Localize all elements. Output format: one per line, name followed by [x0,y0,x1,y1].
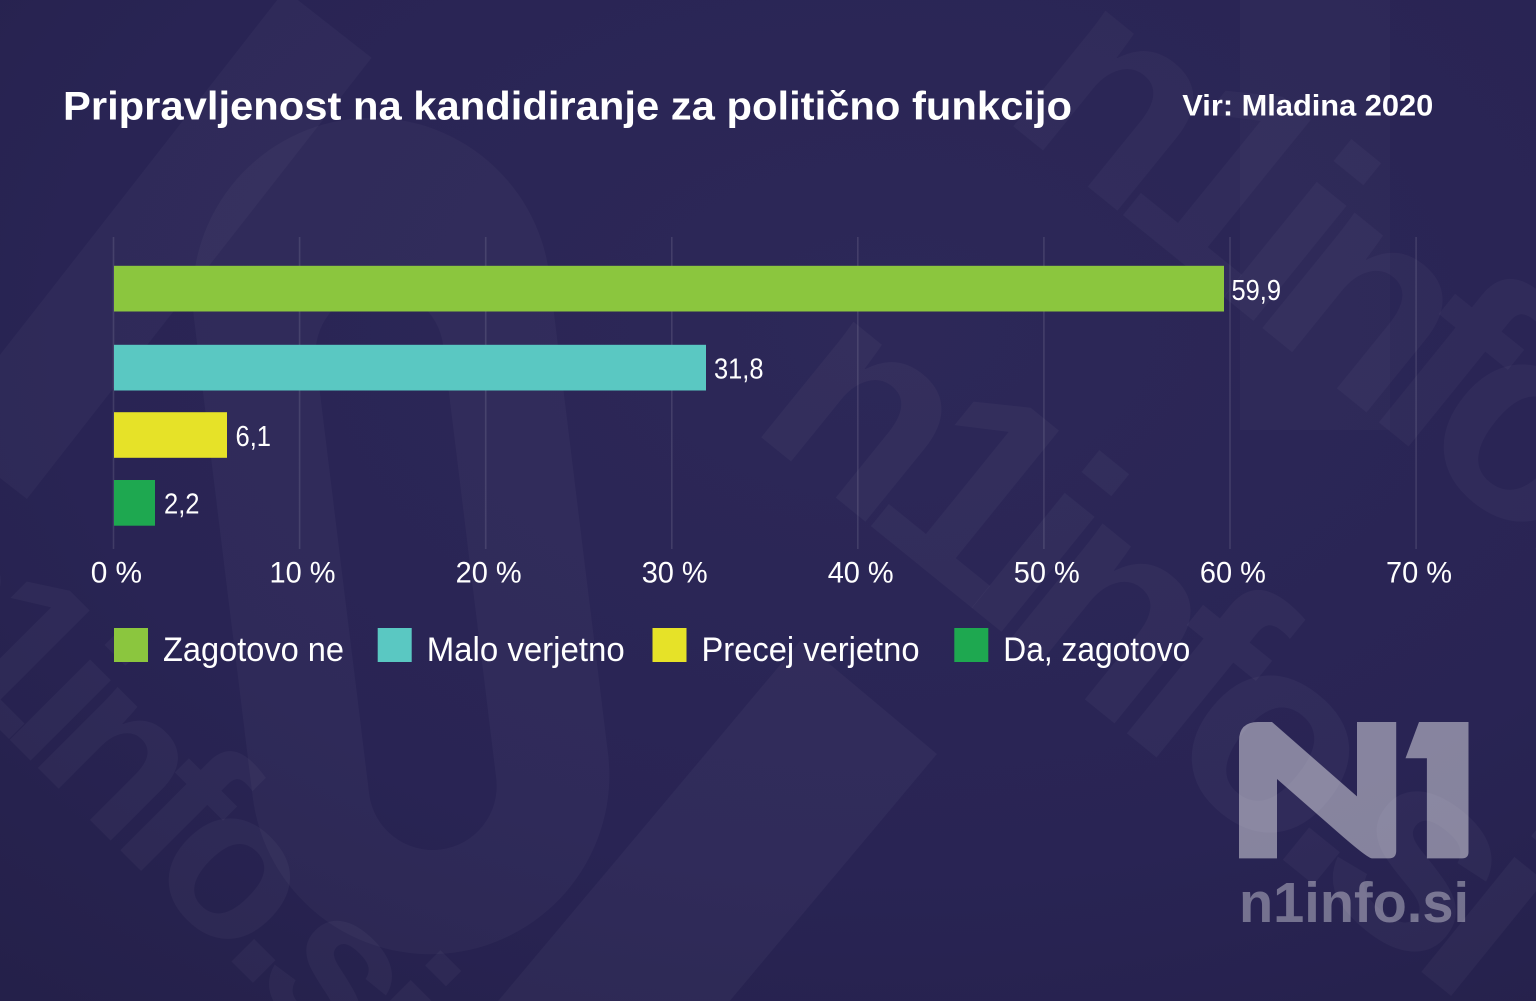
svg-text:Precej verjetno: Precej verjetno [702,631,920,669]
svg-text:59,9: 59,9 [1232,275,1282,307]
svg-text:2,2: 2,2 [164,489,200,521]
svg-text:Pripravljenost na kandidiranje: Pripravljenost na kandidiranje za politi… [63,85,1072,129]
svg-text:Da, zagotovo: Da, zagotovo [1003,631,1190,669]
svg-text:20 %: 20 % [456,557,522,590]
svg-text:31,8: 31,8 [714,354,764,386]
svg-text:6,1: 6,1 [236,421,272,453]
svg-text:Malo verjetno: Malo verjetno [427,631,625,669]
svg-text:Zagotovo ne: Zagotovo ne [163,631,344,669]
svg-text:40 %: 40 % [828,557,894,590]
svg-text:60 %: 60 % [1200,557,1266,590]
svg-text:50 %: 50 % [1014,557,1080,590]
svg-text:Vir: Mladina 2020: Vir: Mladina 2020 [1182,89,1433,122]
svg-text:10 %: 10 % [270,557,336,590]
svg-text:70 %: 70 % [1386,557,1452,590]
svg-text:0 %: 0 % [91,557,142,590]
svg-text:n1info.si: n1info.si [1239,871,1469,935]
svg-text:30 %: 30 % [642,557,708,590]
